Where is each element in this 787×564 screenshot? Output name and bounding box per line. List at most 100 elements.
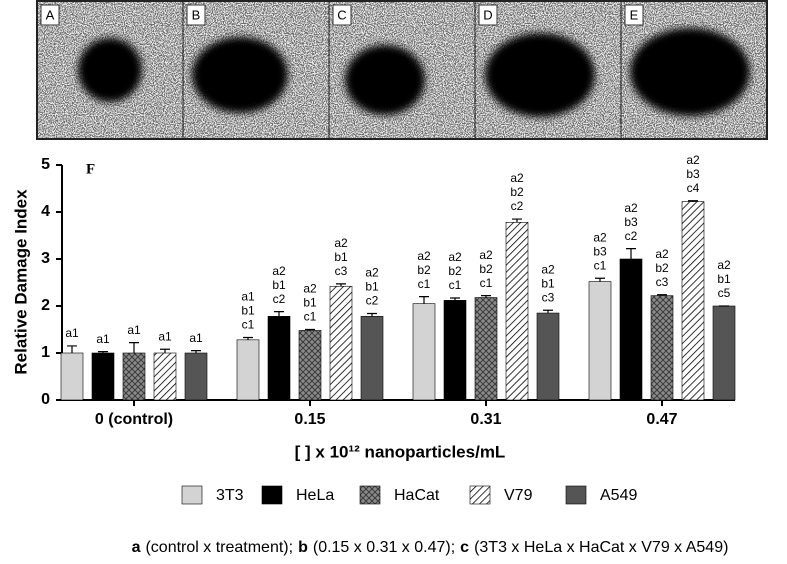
y-tick-label: 1 <box>41 344 50 361</box>
significance-letter: c1 <box>594 258 607 272</box>
bar <box>412 303 436 401</box>
error-bar <box>595 277 605 282</box>
x-axis-label: [ ] x 10¹² nanoparticles/mL <box>295 442 506 461</box>
significance-letter: b3 <box>686 167 700 181</box>
significance-letter: c2 <box>625 229 638 243</box>
y-tick-label: 0 <box>41 391 50 408</box>
panel-tag: B <box>192 7 201 22</box>
significance-letter: c1 <box>418 277 431 291</box>
footnote-key: c <box>460 539 469 556</box>
error-bar <box>481 295 491 298</box>
comet-blob <box>78 38 142 102</box>
bar <box>236 339 260 401</box>
x-tick-label: 0.15 <box>294 411 325 428</box>
error-bar <box>657 294 667 296</box>
significance-letter: c1 <box>480 276 493 290</box>
x-tick-label: 0 (control) <box>95 411 173 428</box>
footnote-key: a <box>132 539 141 556</box>
significance-letter: a2 <box>365 266 379 280</box>
significance-letter: a2 <box>448 250 462 264</box>
significance-letter: a2 <box>541 262 555 276</box>
significance-letter: b2 <box>510 185 524 199</box>
error-bar <box>626 248 636 259</box>
error-bar <box>129 342 139 353</box>
significance-letter: b1 <box>717 272 731 286</box>
error-bar <box>688 200 698 202</box>
bar <box>298 330 322 401</box>
panel-label: F <box>86 161 95 177</box>
bar <box>619 258 643 401</box>
footnote-key: b <box>298 539 308 556</box>
significance-letter: a2 <box>510 171 524 185</box>
error-bar <box>67 345 77 353</box>
legend-label: HaCat <box>394 487 440 504</box>
significance-letter: c1 <box>449 278 462 292</box>
image-strip: A B C D E <box>36 0 768 140</box>
y-tick-label: 4 <box>41 203 50 220</box>
error-bar <box>512 218 522 223</box>
bar <box>712 305 736 401</box>
significance-letter: b1 <box>334 250 348 264</box>
significance-letter: c2 <box>511 199 524 213</box>
comet-blob <box>345 45 425 115</box>
significance-letter: c1 <box>242 318 255 332</box>
significance-letter: a2 <box>303 282 317 296</box>
significance-letter: c3 <box>542 290 555 304</box>
significance-letter: a2 <box>655 247 669 261</box>
significance-letter: b1 <box>241 304 255 318</box>
panel-tag-box <box>186 4 206 26</box>
significance-letter: a1 <box>158 329 172 343</box>
bar <box>153 352 177 401</box>
panel-tag-box <box>332 4 352 26</box>
bar <box>474 297 498 401</box>
significance-letter: a2 <box>686 153 700 167</box>
significance-letter: c3 <box>335 264 348 278</box>
significance-letter: a2 <box>593 230 607 244</box>
error-bar <box>543 309 553 314</box>
x-tick-label: 0.47 <box>646 411 677 428</box>
significance-letter: a1 <box>96 332 110 346</box>
panel-tag-box <box>40 4 60 26</box>
significance-letter: b1 <box>303 296 317 310</box>
legend-swatch <box>261 485 283 505</box>
significance-letter: c2 <box>273 292 286 306</box>
bar <box>536 312 560 401</box>
footnote-text: (0.15 x 0.31 x 0.47); <box>313 539 455 556</box>
bar <box>122 352 146 401</box>
significance-letter: c4 <box>687 181 700 195</box>
bar <box>588 281 612 401</box>
significance-letter: b2 <box>479 262 493 276</box>
footnote-text: (3T3 x HeLa x HaCat x V79 x A549) <box>474 539 728 556</box>
legend-swatch <box>359 485 381 505</box>
significance-letter: b1 <box>365 280 379 294</box>
error-bar <box>305 328 315 331</box>
y-tick-label: 2 <box>41 297 50 314</box>
significance-letter: a2 <box>417 249 431 263</box>
significance-letter: b2 <box>417 263 431 277</box>
significance-letter: b2 <box>655 261 669 275</box>
significance-letter: a1 <box>189 331 203 345</box>
significance-letter: a2 <box>334 236 348 250</box>
y-axis-label: Relative Damage Index <box>11 189 30 375</box>
footnote-text: (control x treatment); <box>145 539 293 556</box>
legend-label: A549 <box>600 487 637 504</box>
significance-letter: b2 <box>448 264 462 278</box>
legend-swatch <box>565 485 587 505</box>
image-strip-border <box>36 0 768 140</box>
bar <box>91 352 115 401</box>
significance-letter: a2 <box>272 264 286 278</box>
y-tick-label: 3 <box>41 250 50 267</box>
significance-letter: a1 <box>127 323 141 337</box>
error-bar <box>98 350 108 353</box>
y-tick-label: 5 <box>41 156 50 173</box>
panel-tag: E <box>630 7 639 22</box>
significance-letter: b3 <box>624 215 638 229</box>
significance-letter: c5 <box>718 286 731 300</box>
error-bar <box>450 297 460 301</box>
significance-letter: a2 <box>717 258 731 272</box>
significance-letter: a1 <box>241 290 255 304</box>
error-bar <box>160 348 170 353</box>
error-bar <box>367 312 377 317</box>
panel-tag-box <box>624 4 644 26</box>
